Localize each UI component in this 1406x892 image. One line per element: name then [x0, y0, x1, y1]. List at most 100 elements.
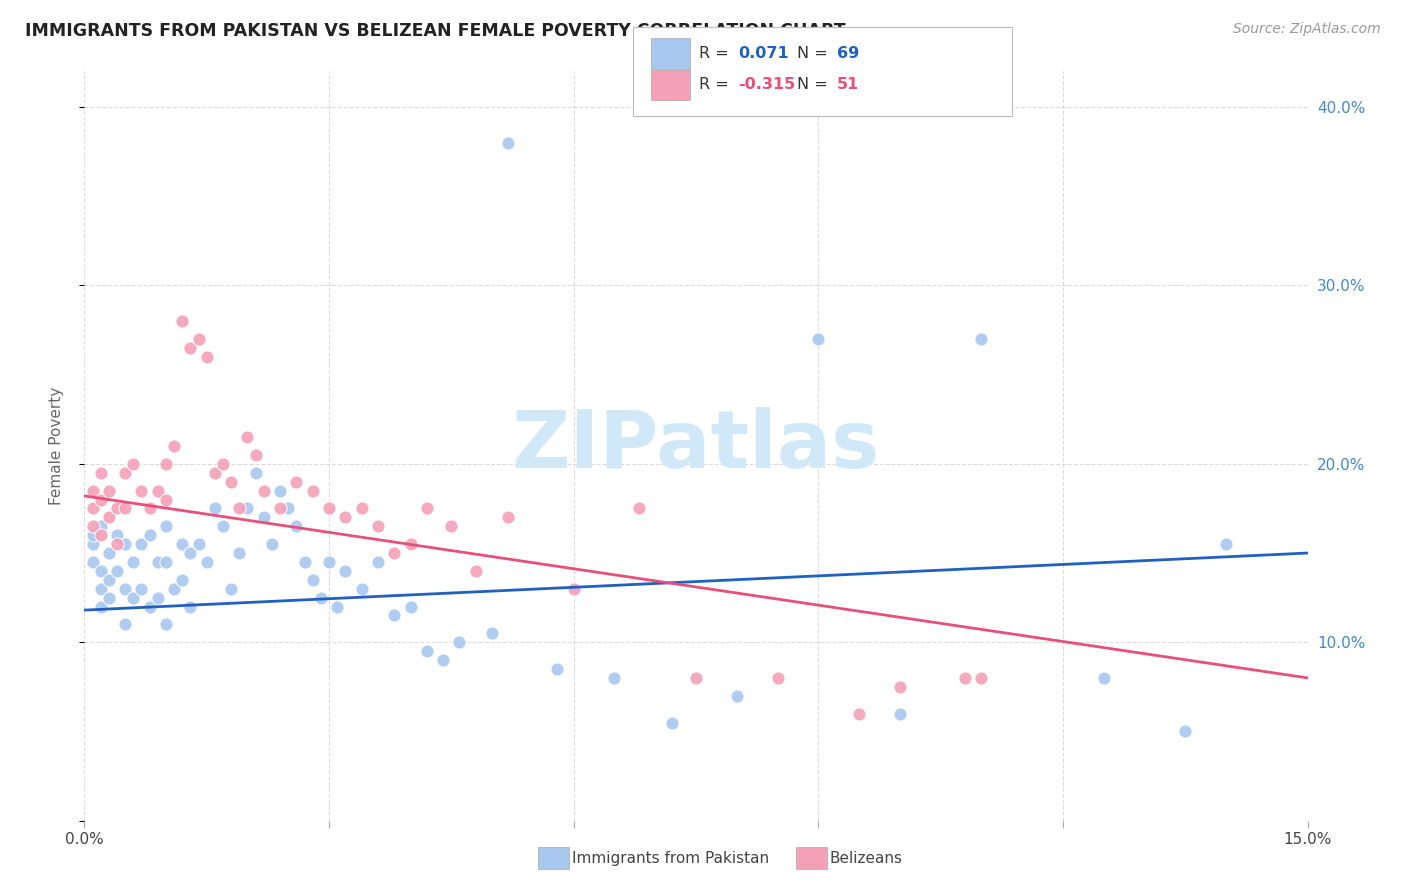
- Point: [155, 519, 177, 533]
- Point: [105, 564, 128, 578]
- Point: [318, 501, 340, 516]
- Point: [97, 573, 120, 587]
- Point: [155, 555, 177, 569]
- Point: [179, 599, 201, 614]
- Point: [187, 537, 209, 551]
- Text: IMMIGRANTS FROM PAKISTAN VS BELIZEAN FEMALE POVERTY CORRELATION CHART: IMMIGRANTS FROM PAKISTAN VS BELIZEAN FEM…: [25, 22, 846, 40]
- Text: R =: R =: [699, 78, 734, 92]
- Point: [122, 555, 145, 569]
- Point: [146, 591, 169, 605]
- Point: [172, 537, 194, 551]
- Point: [481, 626, 503, 640]
- Point: [382, 546, 405, 560]
- Point: [163, 582, 186, 596]
- Point: [285, 519, 308, 533]
- Point: [172, 573, 194, 587]
- Point: [269, 501, 291, 516]
- Point: [114, 501, 136, 516]
- Point: [82, 483, 104, 498]
- Point: [114, 617, 136, 632]
- Point: [97, 510, 120, 524]
- Point: [848, 706, 870, 721]
- Point: [219, 582, 242, 596]
- Point: [661, 715, 683, 730]
- Text: 0.071: 0.071: [738, 46, 789, 61]
- Point: [90, 519, 112, 533]
- Point: [260, 537, 283, 551]
- Point: [725, 689, 748, 703]
- Point: [627, 501, 650, 516]
- Point: [432, 653, 454, 667]
- Point: [335, 510, 357, 524]
- Point: [766, 671, 789, 685]
- Point: [172, 314, 194, 328]
- Point: [440, 519, 463, 533]
- Point: [195, 350, 218, 364]
- Point: [90, 466, 112, 480]
- Point: [285, 475, 308, 489]
- Text: R =: R =: [699, 46, 734, 61]
- Point: [253, 483, 276, 498]
- Text: ZIPatlas: ZIPatlas: [512, 407, 880, 485]
- Point: [1174, 724, 1197, 739]
- Point: [146, 483, 169, 498]
- Point: [195, 555, 218, 569]
- Point: [367, 555, 389, 569]
- Point: [326, 599, 349, 614]
- Point: [318, 555, 340, 569]
- Point: [187, 332, 209, 346]
- Point: [204, 501, 226, 516]
- Point: [367, 519, 389, 533]
- Text: 69: 69: [837, 46, 859, 61]
- Point: [416, 644, 439, 658]
- Point: [382, 608, 405, 623]
- Point: [685, 671, 707, 685]
- Text: Source: ZipAtlas.com: Source: ZipAtlas.com: [1233, 22, 1381, 37]
- Point: [114, 466, 136, 480]
- Point: [90, 582, 112, 596]
- Text: Belizeans: Belizeans: [830, 851, 903, 865]
- Point: [114, 582, 136, 596]
- Text: -0.315: -0.315: [738, 78, 796, 92]
- Point: [350, 501, 373, 516]
- Y-axis label: Female Poverty: Female Poverty: [49, 387, 63, 505]
- Point: [953, 671, 976, 685]
- Point: [253, 510, 276, 524]
- Point: [277, 501, 299, 516]
- Point: [301, 483, 323, 498]
- Point: [155, 492, 177, 507]
- Text: N =: N =: [797, 78, 834, 92]
- Point: [449, 635, 471, 649]
- Point: [464, 564, 486, 578]
- Point: [82, 501, 104, 516]
- Point: [498, 510, 520, 524]
- Point: [105, 501, 128, 516]
- Point: [138, 501, 160, 516]
- Point: [245, 466, 267, 480]
- Point: [105, 537, 128, 551]
- Point: [90, 599, 112, 614]
- Point: [82, 555, 104, 569]
- Point: [97, 483, 120, 498]
- Point: [131, 582, 153, 596]
- Point: [90, 492, 112, 507]
- Point: [889, 680, 911, 694]
- Point: [236, 430, 259, 444]
- Point: [236, 501, 259, 516]
- Point: [155, 617, 177, 632]
- Point: [219, 475, 242, 489]
- Point: [163, 439, 186, 453]
- Point: [562, 582, 585, 596]
- Point: [309, 591, 332, 605]
- Point: [90, 564, 112, 578]
- Point: [105, 528, 128, 542]
- Point: [228, 546, 250, 560]
- Point: [155, 457, 177, 471]
- Point: [204, 466, 226, 480]
- Point: [970, 332, 993, 346]
- Point: [1215, 537, 1237, 551]
- Point: [97, 591, 120, 605]
- Point: [179, 341, 201, 355]
- Point: [245, 448, 267, 462]
- Point: [498, 136, 520, 150]
